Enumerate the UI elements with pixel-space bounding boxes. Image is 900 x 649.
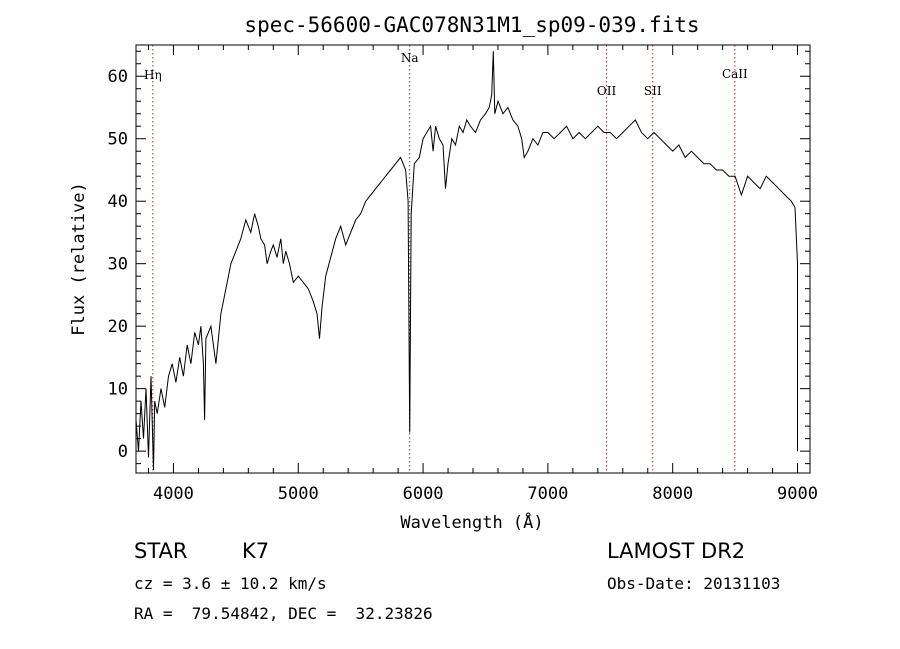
redshift-text: cz = 3.6 ± 10.2 km/s — [134, 574, 327, 593]
x-axis-label: Wavelength (Å) — [400, 511, 543, 533]
x-tick-label: 6000 — [403, 484, 444, 504]
line-marker-label: Hη — [144, 68, 162, 82]
line-marker-label: SII — [644, 84, 662, 98]
axis-ticks: 4000 5000 6000 7000 8000 9000 0 10 20 30 40 50 60 — [108, 45, 818, 504]
x-tick-label: 5000 — [278, 484, 319, 504]
y-tick-label: 30 — [108, 255, 128, 275]
x-tick-label: 8000 — [652, 484, 693, 504]
y-tick-label: 0 — [118, 442, 128, 462]
object-class: STAR — [134, 539, 188, 563]
x-tick-label: 4000 — [153, 484, 194, 504]
obs-date: Obs-Date: 20131103 — [607, 574, 781, 593]
spectrum-line — [135, 51, 798, 470]
coordinates-text: RA = 79.54842, DEC = 32.23826 — [134, 604, 433, 623]
y-tick-label: 50 — [108, 130, 128, 150]
line-markers: Hη Na OII SII CaII — [144, 45, 748, 473]
line-marker-label: Na — [401, 51, 419, 65]
y-axis-label: Flux (relative) — [69, 182, 89, 336]
y-tick-label: 20 — [108, 317, 128, 337]
x-tick-label: 7000 — [527, 484, 568, 504]
y-tick-label: 40 — [108, 192, 128, 212]
line-marker-label: CaII — [722, 67, 748, 81]
chart-title: spec-56600-GAC078N31M1_sp09-039.fits — [244, 13, 699, 37]
x-tick-label: 9000 — [777, 484, 818, 504]
line-marker-label: OII — [597, 84, 617, 98]
y-tick-label: 60 — [108, 67, 128, 87]
plot-frame — [135, 44, 811, 474]
survey-name: LAMOST DR2 — [607, 539, 746, 563]
object-subclass: K7 — [242, 539, 270, 563]
y-tick-label: 10 — [108, 380, 128, 400]
